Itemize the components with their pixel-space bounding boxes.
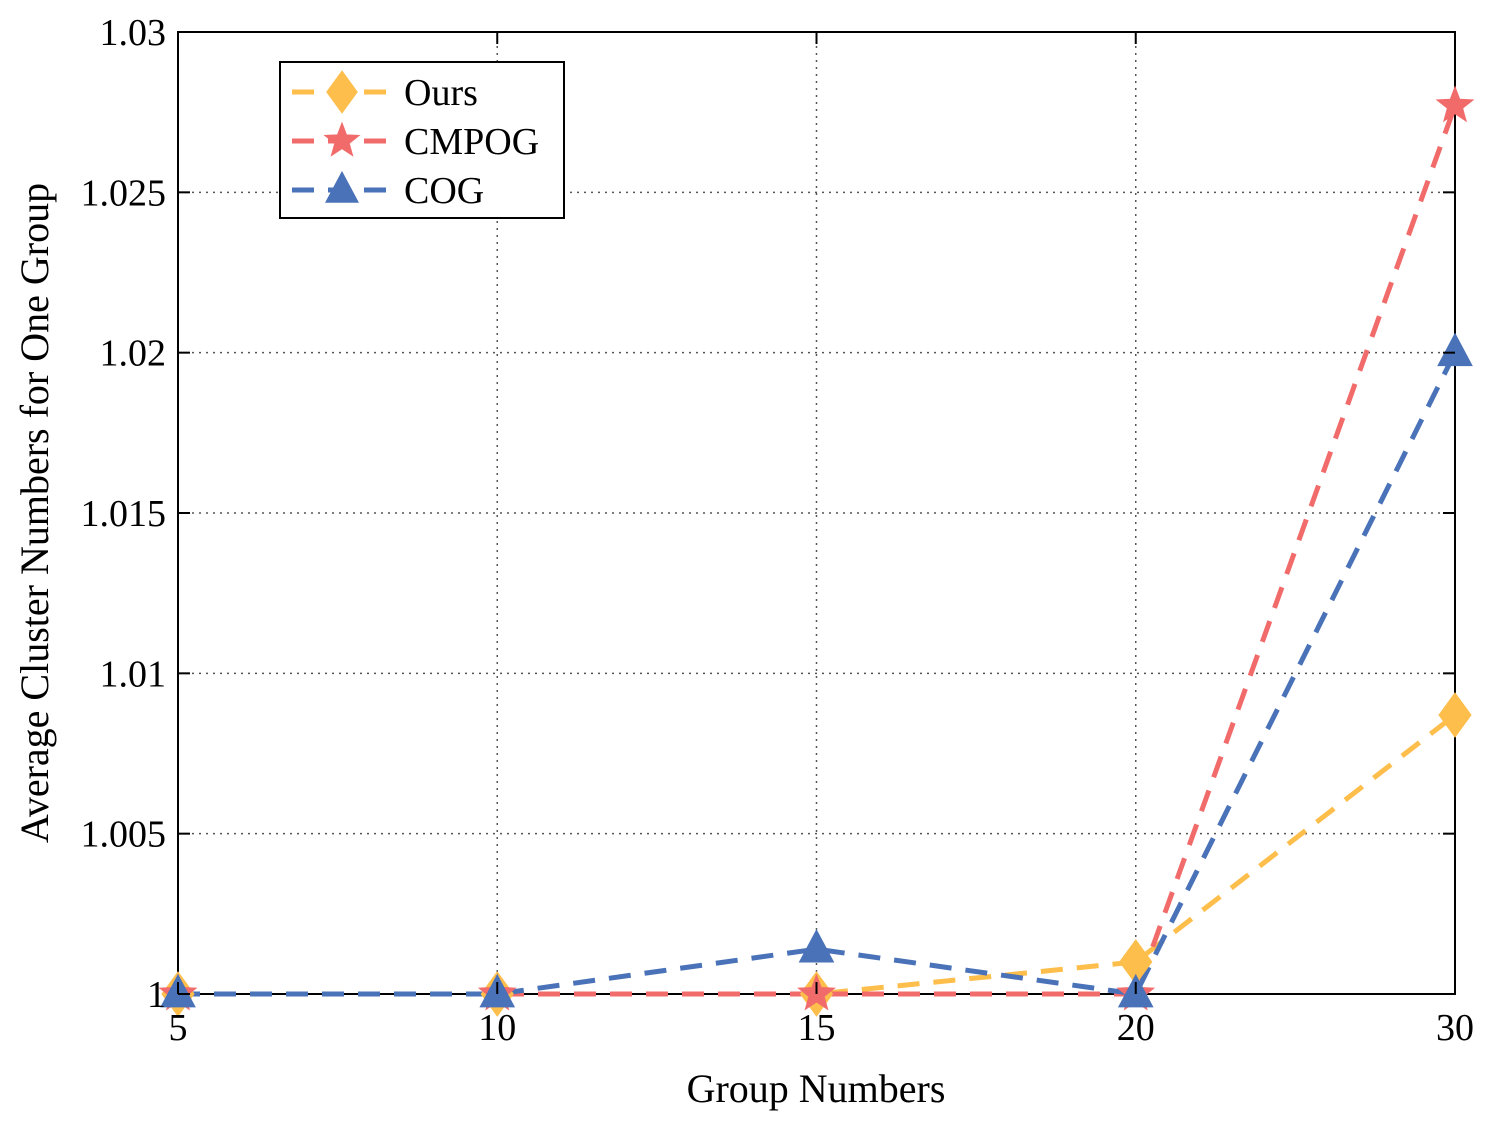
legend-label-cog: COG — [404, 170, 484, 212]
y-tick-label: 1.01 — [100, 653, 167, 695]
x-axis-title: Group Numbers — [687, 1066, 946, 1111]
legend-label-cmpog: CMPOG — [404, 121, 539, 163]
legend-marker-cmpog — [323, 121, 361, 157]
legend-box — [279, 61, 565, 219]
y-tick-label: 1.015 — [81, 493, 167, 535]
y-tick-label: 1.005 — [81, 814, 167, 856]
x-tick-label: 20 — [1117, 1007, 1155, 1049]
legend-marker-ours — [326, 70, 358, 114]
y-tick-label: 1.02 — [100, 333, 167, 375]
x-tick-label: 30 — [1436, 1007, 1474, 1049]
x-tick-label: 5 — [169, 1007, 188, 1049]
data-point-ours-30 — [1438, 692, 1472, 738]
data-point-cmpog-30 — [1435, 85, 1475, 123]
y-tick-label: 1 — [147, 974, 166, 1016]
data-point-cog-30 — [1437, 332, 1473, 367]
legend: Ours CMPOG COG — [279, 61, 565, 219]
y-tick-label: 1.03 — [100, 12, 167, 54]
series-line-cmpog — [178, 104, 1458, 997]
x-tick-label: 10 — [478, 1007, 516, 1049]
legend-marker-cog — [325, 170, 359, 203]
y-tick-label: 1.025 — [81, 172, 167, 214]
data-point-cog-15 — [798, 929, 835, 963]
series-line-cog — [178, 351, 1458, 997]
x-tick-label: 15 — [798, 1007, 836, 1049]
series-line-ours — [178, 713, 1457, 997]
legend-label-ours: Ours — [404, 72, 478, 114]
y-axis-title: Average Cluster Numbers for One Group — [12, 183, 57, 843]
